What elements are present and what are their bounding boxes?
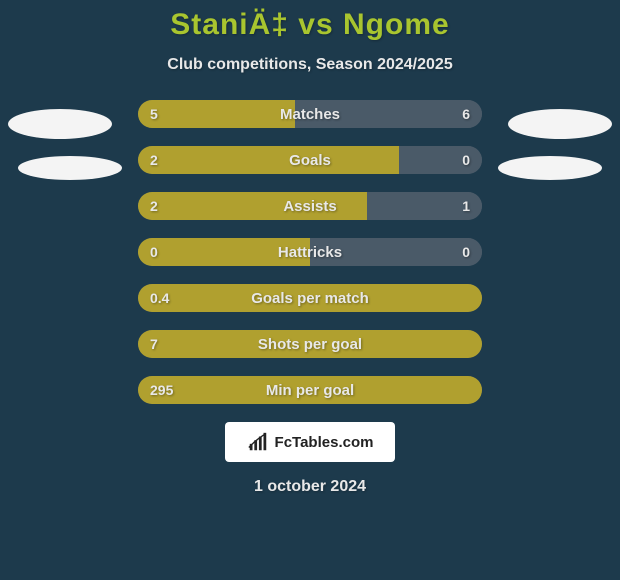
stat-row: Goals20: [138, 146, 482, 174]
bar-left: [138, 238, 310, 266]
bar-right: [367, 192, 482, 220]
stat-rows: Matches56 Goals20 Assists21 Hattricks00 Goal…: [0, 100, 620, 404]
bar-right: [295, 100, 482, 128]
player-left-avatar-1: [8, 109, 112, 139]
chart-icon: [247, 431, 269, 453]
bar-right: [310, 238, 482, 266]
bar-left: [138, 100, 295, 128]
stat-row: Goals per match0.4: [138, 284, 482, 312]
chart-area: Matches56 Goals20 Assists21 Hattricks00 Goal…: [0, 100, 620, 404]
stat-row: Min per goal295: [138, 376, 482, 404]
bar-right: [399, 146, 482, 174]
player-right-avatar-2: [498, 156, 602, 180]
stat-row: Hattricks00: [138, 238, 482, 266]
subtitle: Club competitions, Season 2024/2025: [0, 56, 620, 74]
bar-left: [138, 376, 482, 404]
player-right-avatar-1: [508, 109, 612, 139]
bar-left: [138, 192, 367, 220]
stat-row: Shots per goal7: [138, 330, 482, 358]
branding-label: FcTables.com: [275, 434, 374, 451]
title: StaniÄ‡ vs Ngome: [0, 0, 620, 42]
comparison-card: StaniÄ‡ vs Ngome Club competitions, Seas…: [0, 0, 620, 580]
bar-left: [138, 330, 482, 358]
stat-row: Matches56: [138, 100, 482, 128]
stat-row: Assists21: [138, 192, 482, 220]
branding-badge[interactable]: FcTables.com: [225, 422, 395, 462]
bar-left: [138, 146, 399, 174]
bar-left: [138, 284, 482, 312]
footer-date: 1 october 2024: [0, 478, 620, 496]
player-left-avatar-2: [18, 156, 122, 180]
